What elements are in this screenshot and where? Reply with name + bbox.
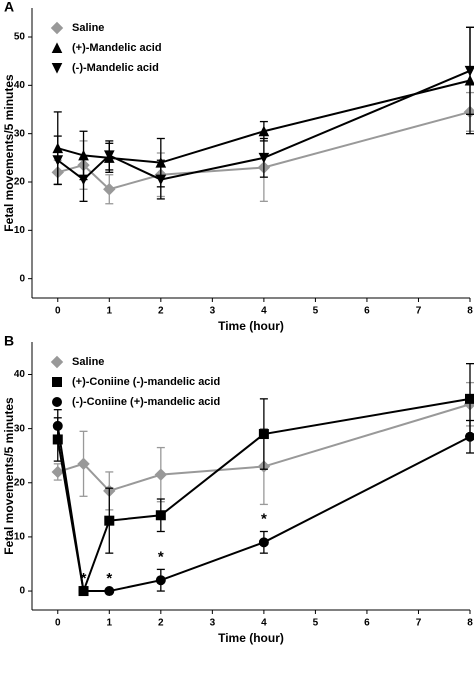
marker [258,152,270,164]
marker [154,468,168,481]
marker [155,575,166,586]
marker [258,429,269,440]
marker [77,457,90,471]
marker [52,397,62,407]
legend-label: (+)-Mandelic acid [72,42,162,54]
marker [50,355,64,369]
x-tick-label: 7 [416,618,422,629]
annotation: * [158,548,164,565]
x-tick-label: 1 [107,618,113,629]
x-axis-label: Time (hour) [218,319,284,333]
y-tick-label: 30 [14,423,26,434]
x-tick-label: 7 [416,306,422,317]
x-tick-label: 0 [55,306,61,317]
x-tick-label: 1 [107,306,113,317]
y-tick-label: 40 [14,369,26,380]
panel-label: B [4,333,14,349]
legend-label: (-)-Coniine (+)-mandelic acid [72,396,220,408]
x-tick-label: 2 [158,618,164,629]
y-tick-label: 30 [14,128,26,139]
x-tick-label: 3 [210,618,216,629]
x-tick-label: 8 [467,306,473,317]
marker [51,42,63,53]
marker [155,510,166,521]
x-tick-label: 3 [210,306,216,317]
marker [258,537,269,548]
marker [103,150,115,162]
annotation: * [81,570,87,587]
marker [78,586,89,597]
marker [103,183,116,196]
marker [50,21,64,35]
x-tick-label: 5 [313,618,319,629]
marker [465,393,474,404]
legend-label: Saline [72,356,104,368]
y-tick-label: 0 [19,586,25,597]
series-line [57,79,471,164]
y-tick-label: 50 [14,32,26,43]
marker [104,586,115,597]
legend-label: Saline [72,22,104,34]
annotation: * [106,570,112,587]
marker [463,105,474,119]
y-tick-label: 0 [19,273,25,284]
x-tick-label: 6 [364,618,370,629]
marker [155,174,167,186]
marker [104,515,115,526]
legend-label: (+)-Coniine (-)-mandelic acid [72,376,220,388]
marker [52,155,64,166]
y-tick-label: 40 [14,80,26,91]
x-tick-label: 5 [313,306,319,317]
marker [52,420,63,431]
y-tick-label: 10 [14,532,26,543]
series-line [56,425,471,593]
x-tick-label: 2 [158,306,164,317]
marker [78,174,89,186]
y-tick-label: 20 [14,477,26,488]
x-tick-label: 0 [55,618,61,629]
x-tick-label: 8 [467,618,473,629]
x-axis-label: Time (hour) [218,631,284,645]
y-tick-label: 10 [14,225,26,236]
marker [258,125,270,137]
marker [51,465,64,479]
y-axis-label: Fetal movements/5 minutes [2,74,16,232]
marker [52,377,62,387]
marker [51,63,63,74]
panel-label: A [4,0,14,15]
annotation: * [261,510,267,527]
x-tick-label: 4 [261,306,267,317]
legend-label: (-)-Mandelic acid [72,62,159,74]
x-tick-label: 6 [364,306,370,317]
marker [465,431,474,442]
x-tick-label: 4 [261,618,267,629]
y-axis-label: Fetal movements/5 minutes [2,397,16,555]
y-tick-label: 20 [14,177,26,188]
marker [464,65,474,77]
